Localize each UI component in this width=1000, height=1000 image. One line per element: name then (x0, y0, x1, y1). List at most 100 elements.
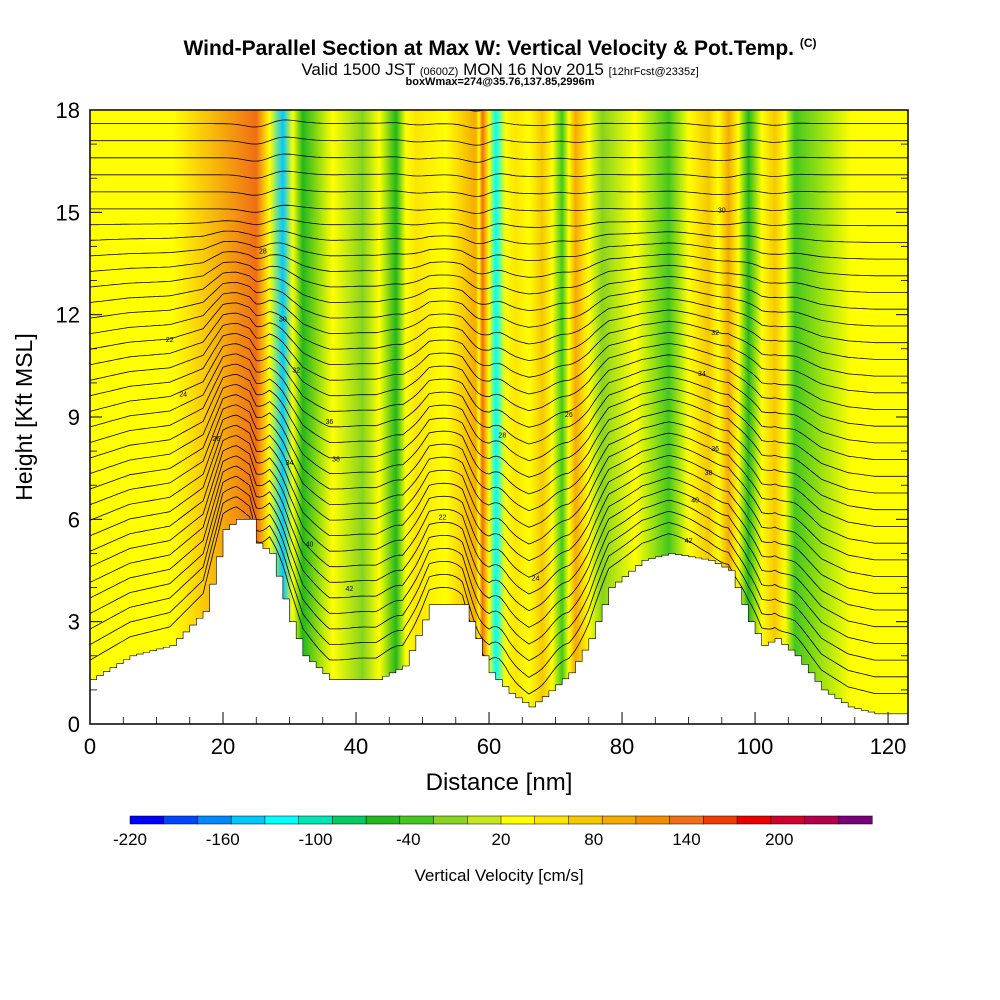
y-tick-label: 6 (68, 507, 80, 532)
plot-area: 22 24 26 28 30 32 34 36 38 40 42 22 24 26 28 30 32 34 36 38… (90, 35, 908, 724)
isentrope-line (90, 281, 908, 328)
valid-date: MON 16 Nov 2015 (463, 60, 604, 79)
contour-label: 24 (179, 392, 187, 399)
y-tick-label: 18 (56, 98, 80, 123)
contour-label: 36 (711, 446, 719, 453)
isentrope-line (90, 343, 908, 428)
contour-label: 38 (332, 456, 340, 463)
x-tick-label: 80 (610, 734, 634, 759)
title-copyright: (C) (799, 36, 817, 50)
y-tick-label: 9 (68, 405, 80, 430)
colorbar-swatch (433, 815, 468, 825)
contour-label: 24 (532, 576, 540, 583)
contour-label: 28 (498, 432, 506, 439)
colorbar-swatch (264, 815, 300, 825)
contour-label: 22 (439, 514, 447, 521)
colorbar-swatch (197, 815, 232, 825)
isentrope-line (90, 414, 908, 545)
contour-label: 40 (691, 497, 699, 504)
colorbar-swatch (129, 815, 165, 825)
valid-utc: (0600Z) (419, 66, 459, 78)
colorbar-swatch (703, 815, 738, 825)
isentrope-line (90, 204, 908, 214)
isentrope-line (90, 424, 908, 562)
contour-label: 32 (711, 330, 719, 337)
isentrope-line (90, 475, 908, 645)
isentrope-line (90, 404, 908, 528)
contour-label: 40 (306, 542, 314, 549)
isentrope-line (90, 373, 908, 478)
contour-label: 26 (212, 436, 220, 443)
isentrope-line (90, 35, 908, 43)
chart-title: Wind-Parallel Section at Max W: Vertical… (0, 36, 1000, 61)
colorbar-swatch (365, 815, 401, 825)
colorbar-swatch (163, 815, 199, 825)
isentrope-line (90, 465, 908, 628)
isentrope-line (90, 384, 908, 495)
isentrope-contours (90, 35, 908, 695)
isentrope-line (90, 363, 908, 462)
isentrope-line (90, 187, 908, 197)
y-tick-label: 12 (56, 303, 80, 328)
colorbar-swatch (635, 815, 671, 825)
colorbar-swatch (669, 815, 704, 825)
y-tick-label: 15 (56, 200, 80, 225)
valid-time: Valid 1500 JST (301, 60, 416, 79)
x-tick-label: 60 (477, 734, 501, 759)
colorbar-tick-label: -40 (396, 830, 421, 849)
colorbar-tick-label: 200 (765, 830, 793, 849)
chart-subtitle: Valid 1500 JST (0600Z) MON 16 Nov 2015 [… (0, 60, 1000, 80)
colorbar-tick-label: 20 (492, 830, 511, 849)
colorbar-swatch (332, 815, 367, 825)
x-tick-label: 20 (211, 734, 235, 759)
colorbar: -220 -160 -100 -40 20 80 140 200 (113, 815, 873, 849)
isentrope-line (90, 496, 908, 678)
colorbar-tick-label: 140 (672, 830, 700, 849)
terrain-mask (90, 519, 908, 724)
isentrope-line (90, 353, 908, 445)
contour-label: 28 (259, 248, 267, 255)
contour-label: 22 (166, 337, 174, 344)
contour-labels: 22 24 26 28 30 32 34 36 38 40 42 22 24 26 28 30 32 34 36 38… (166, 207, 726, 593)
contour-label: 30 (279, 316, 287, 323)
contour-label: 30 (718, 207, 726, 214)
isentrope-line (90, 240, 908, 262)
x-axis: 0 20 40 60 80 100 120 (84, 712, 906, 759)
colorbar-tick-label: -220 (113, 830, 147, 849)
contour-label: 34 (698, 371, 706, 378)
x-axis-label: Distance [nm] (426, 769, 573, 796)
isentrope-line (90, 86, 908, 94)
x-tick-label: 0 (84, 734, 96, 759)
isentrope-line (90, 170, 908, 180)
x-tick-label: 100 (737, 734, 774, 759)
colorbar-swatch (399, 815, 435, 825)
colorbar-tick-label: -160 (206, 830, 240, 849)
isentrope-line (90, 153, 908, 163)
title-main: Wind-Parallel Section at Max W: Vertical… (183, 37, 794, 60)
isentrope-line (90, 435, 908, 578)
colorbar-swatch (298, 815, 333, 825)
x-tick-label: 40 (344, 734, 368, 759)
isentrope-line (90, 302, 908, 362)
box-wmax-info: boxWmax=274@35.76,137.85,2996m (405, 76, 595, 88)
contour-label: 42 (345, 586, 353, 593)
colorbar-swatch (770, 815, 806, 825)
isentrope-line (90, 218, 908, 230)
y-tick-label: 3 (68, 610, 80, 635)
y-tick-label: 0 (68, 712, 80, 737)
isentrope-line (90, 506, 908, 695)
isentrope-line (90, 445, 908, 595)
isentrope-line (90, 119, 908, 129)
colorbar-swatch (230, 815, 266, 825)
contour-label: 26 (565, 412, 573, 419)
isentrope-line (90, 486, 908, 662)
isentrope-line (90, 394, 908, 512)
colorbar-swatch (568, 815, 603, 825)
isentrope-line (90, 261, 908, 295)
isentrope-line (90, 52, 908, 60)
colorbar-swatch (838, 815, 873, 825)
contour-label: 36 (326, 419, 334, 426)
contour-label: 34 (286, 460, 294, 467)
